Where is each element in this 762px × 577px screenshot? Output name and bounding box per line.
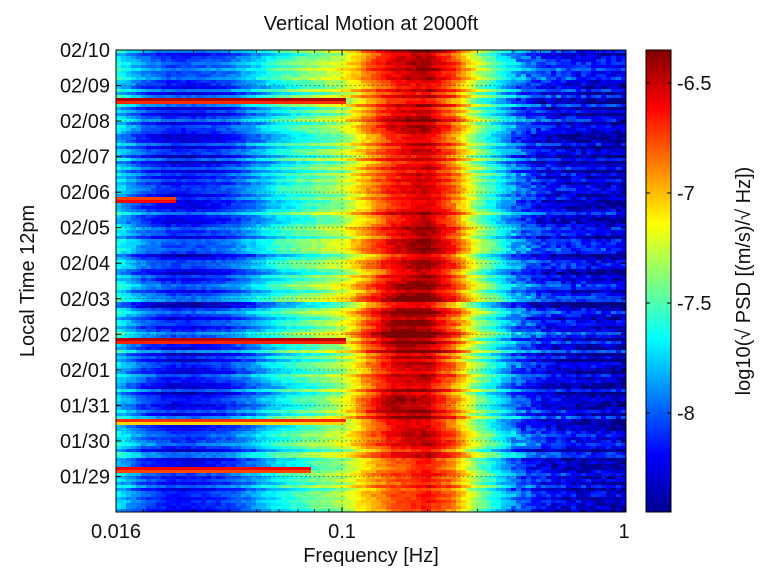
colorbar-tick-label: -6.5 xyxy=(677,73,711,95)
colorbar-tick-label: -7.5 xyxy=(677,293,711,315)
y-tick-label: 02/05 xyxy=(60,218,110,240)
colorbar-label: log10(√ PSD [(m/s)/√ Hz]) xyxy=(733,167,755,396)
heatmap-surface xyxy=(116,50,627,513)
y-tick-label: 01/29 xyxy=(60,466,110,488)
y-tick-label: 02/07 xyxy=(60,147,110,169)
x-axis-label: Frequency [Hz] xyxy=(303,545,439,567)
y-tick-label: 02/01 xyxy=(60,360,110,382)
x-tick-label: 0.016 xyxy=(91,521,141,543)
x-tick-label: 0.1 xyxy=(328,521,356,543)
colorbar-tick-label: -8 xyxy=(677,403,695,425)
y-tick-label: 02/06 xyxy=(60,182,110,204)
colorbar xyxy=(646,50,671,512)
x-tick-label: 1 xyxy=(618,521,629,543)
colorbar-tick-label: -7 xyxy=(677,183,695,205)
y-axis-label: Local Time 12pm xyxy=(17,205,39,357)
y-tick-label: 01/31 xyxy=(60,395,110,417)
y-tick-label: 02/03 xyxy=(60,289,110,311)
y-tick-label: 02/02 xyxy=(60,324,110,346)
y-tick-label: 02/08 xyxy=(60,111,110,133)
y-tick-label: 01/30 xyxy=(60,431,110,453)
y-tick-label: 02/10 xyxy=(60,40,110,62)
y-tick-label: 02/04 xyxy=(60,253,110,275)
chart-title: Vertical Motion at 2000ft xyxy=(264,13,479,35)
y-tick-label: 02/09 xyxy=(60,76,110,98)
